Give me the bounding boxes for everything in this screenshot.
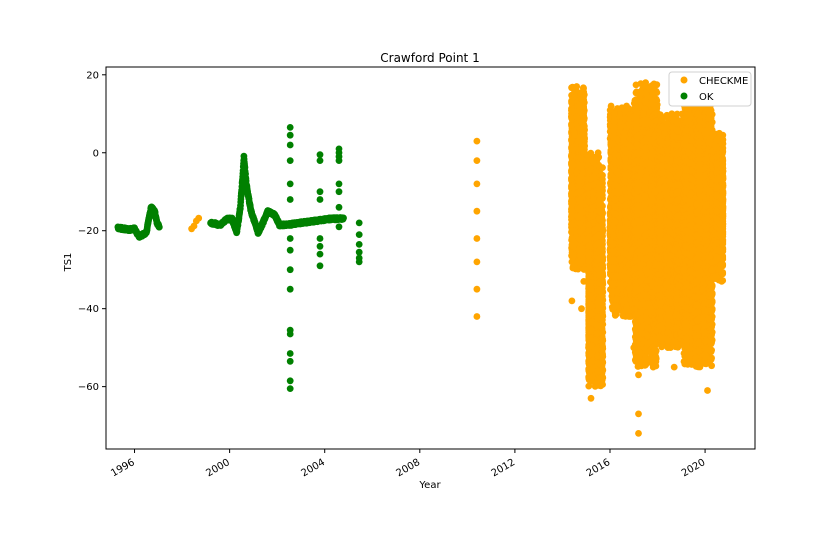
data-point: [613, 310, 620, 318]
data-point: [568, 190, 575, 198]
data-point: [595, 239, 603, 247]
data-point: [568, 145, 575, 152]
data-point: [588, 279, 596, 286]
data-point: [588, 374, 596, 381]
data-point: [576, 260, 584, 267]
data-point: [585, 227, 593, 234]
data-point: [585, 250, 593, 257]
data-point: [585, 257, 593, 265]
data-point: [599, 335, 606, 343]
data-point: [568, 152, 575, 160]
data-point: [599, 350, 606, 358]
series-checkme: [188, 79, 727, 437]
data-point: [588, 350, 596, 358]
data-point: [588, 318, 596, 326]
data-point: [581, 135, 588, 143]
data-point: [569, 251, 577, 259]
data-point: [576, 196, 584, 203]
data-point: [588, 358, 596, 365]
x-axis-label: Year: [418, 480, 441, 491]
data-point: [575, 138, 582, 145]
data-point: [594, 314, 601, 322]
y-axis-label: TS1: [63, 253, 74, 273]
data-point: [576, 220, 584, 227]
data-point: [568, 160, 575, 168]
data-point: [576, 188, 584, 195]
data-point: [588, 326, 596, 334]
data-point: [568, 241, 576, 249]
data-point: [590, 158, 597, 166]
chart-title: Crawford Point 1: [380, 51, 479, 65]
data-point: [568, 221, 575, 228]
data-point: [568, 175, 575, 183]
data-point: [595, 183, 603, 191]
data-point: [595, 215, 603, 223]
data-point: [587, 149, 595, 157]
data-point: [568, 198, 575, 206]
data-point: [568, 183, 575, 190]
data-point: [568, 228, 575, 236]
data-point: [585, 234, 593, 242]
data-point: [588, 310, 596, 318]
data-point: [599, 343, 606, 351]
data-point: [588, 302, 596, 310]
data-point: [594, 329, 601, 337]
data-point: [585, 382, 593, 390]
data-point: [599, 373, 606, 381]
data-point: [613, 303, 620, 310]
data-point: [576, 236, 584, 243]
data-point: [576, 212, 584, 219]
data-point: [577, 163, 585, 171]
data-point: [595, 191, 603, 199]
data-point: [575, 182, 583, 190]
data-point: [599, 358, 606, 366]
data-point: [599, 175, 606, 183]
data-point: [568, 107, 575, 114]
data-point: [595, 199, 603, 207]
data-point: [588, 366, 596, 373]
data-point: [599, 366, 606, 373]
data-point: [577, 155, 585, 163]
data-point: [595, 295, 603, 303]
data-point: [585, 242, 593, 250]
data-point: [595, 207, 603, 215]
data-point: [576, 228, 584, 235]
data-point: [588, 294, 596, 302]
data-point: [568, 114, 575, 122]
data-point: [595, 255, 603, 263]
data-point: [595, 287, 603, 295]
data-point: [568, 99, 575, 107]
data-point: [575, 175, 583, 183]
data-point: [599, 381, 606, 388]
data-point: [585, 265, 593, 273]
data-point: [595, 279, 603, 287]
data-point: [576, 204, 584, 211]
data-point: [594, 322, 601, 329]
data-point: [568, 137, 575, 145]
data-point: [595, 247, 603, 255]
